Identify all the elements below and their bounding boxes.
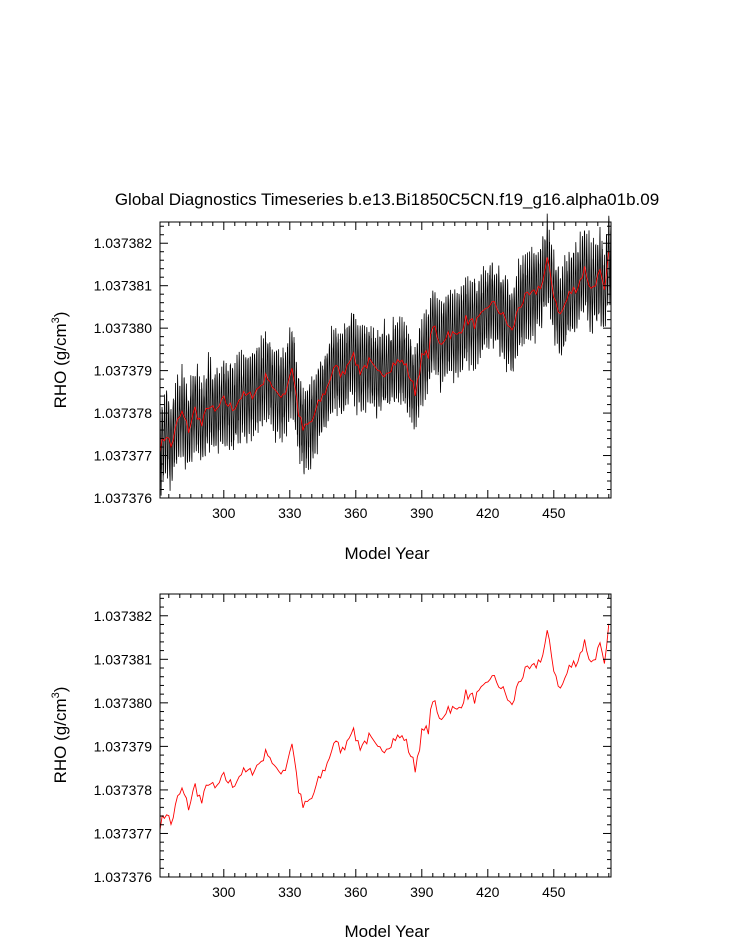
top-y-tick-labels: 1.037376 1.037377 1.037378 1.037379 1.037380… bbox=[94, 235, 153, 506]
x-tick-label: 390 bbox=[410, 884, 434, 900]
x-tick-label: 450 bbox=[542, 884, 566, 900]
y-tick-label: 1.037379 bbox=[94, 363, 153, 379]
bottom-y-axis-label-sup: 3 bbox=[50, 692, 62, 698]
bottom-x-tick-labels: 300 330 360 390 420 450 bbox=[212, 884, 566, 900]
bottom-plot-frame bbox=[159, 593, 612, 878]
x-tick-label: 360 bbox=[344, 884, 368, 900]
x-tick-label: 360 bbox=[344, 505, 368, 521]
y-tick-label: 1.037378 bbox=[94, 782, 153, 798]
top-series-group bbox=[159, 213, 612, 496]
y-tick-label: 1.037379 bbox=[94, 738, 153, 754]
bottom-panel: 300 330 360 390 420 450 1.0373761.0373771.037… bbox=[50, 593, 612, 941]
bottom-axis-ticks bbox=[160, 594, 611, 878]
x-tick-label: 330 bbox=[278, 505, 302, 521]
x-tick-label: 390 bbox=[410, 505, 434, 521]
top-x-tick-labels: 300 330 360 390 420 450 bbox=[212, 505, 566, 521]
bottom-y-axis-label-close: ) bbox=[51, 687, 70, 693]
bottom-y-axis-label: RHO (g/cm3) bbox=[50, 687, 70, 784]
annual-mean-series-line bbox=[159, 623, 610, 831]
y-tick-label: 1.037376 bbox=[94, 869, 153, 885]
top-y-axis-label-sup: 3 bbox=[50, 317, 62, 323]
y-tick-label: 1.037378 bbox=[94, 405, 153, 421]
top-y-axis-label-text: RHO (g/cm bbox=[51, 323, 70, 408]
y-tick-label: 1.037377 bbox=[94, 448, 153, 464]
top-panel: Global Diagnostics Timeseries b.e13.Bi18… bbox=[50, 190, 659, 563]
top-y-axis-label: RHO (g/cm3) bbox=[50, 312, 70, 409]
top-x-axis-label: Model Year bbox=[344, 544, 429, 563]
monthly-series-line bbox=[159, 213, 612, 496]
y-tick-label: 1.037382 bbox=[94, 608, 153, 624]
y-tick-label: 1.037381 bbox=[94, 278, 153, 294]
top-chart-title: Global Diagnostics Timeseries b.e13.Bi18… bbox=[115, 190, 659, 209]
x-tick-label: 330 bbox=[278, 884, 302, 900]
annual-mean-series-line bbox=[159, 251, 610, 453]
top-y-axis-label-close: ) bbox=[51, 312, 70, 318]
x-tick-label: 300 bbox=[212, 505, 236, 521]
bottom-y-axis-label-text: RHO (g/cm bbox=[51, 698, 70, 783]
y-tick-label: 1.037382 bbox=[94, 235, 153, 251]
y-tick-label: 1.037380 bbox=[94, 695, 153, 711]
x-tick-label: 420 bbox=[476, 884, 500, 900]
y-tick-label: 1.037377 bbox=[94, 825, 153, 841]
y-tick-label: 1.037376 bbox=[94, 490, 153, 506]
bottom-x-axis-label: Model Year bbox=[344, 922, 429, 941]
x-tick-label: 300 bbox=[212, 884, 236, 900]
x-tick-label: 420 bbox=[476, 505, 500, 521]
x-tick-label: 450 bbox=[542, 505, 566, 521]
top-plot-frame bbox=[159, 221, 612, 499]
bottom-y-tick-labels: 1.037376 1.037377 1.037378 1.037379 1.037380… bbox=[94, 608, 153, 885]
y-tick-label: 1.037381 bbox=[94, 651, 153, 667]
bottom-series-group bbox=[159, 623, 610, 831]
top-axis-ticks bbox=[160, 222, 611, 499]
y-tick-label: 1.037380 bbox=[94, 320, 153, 336]
